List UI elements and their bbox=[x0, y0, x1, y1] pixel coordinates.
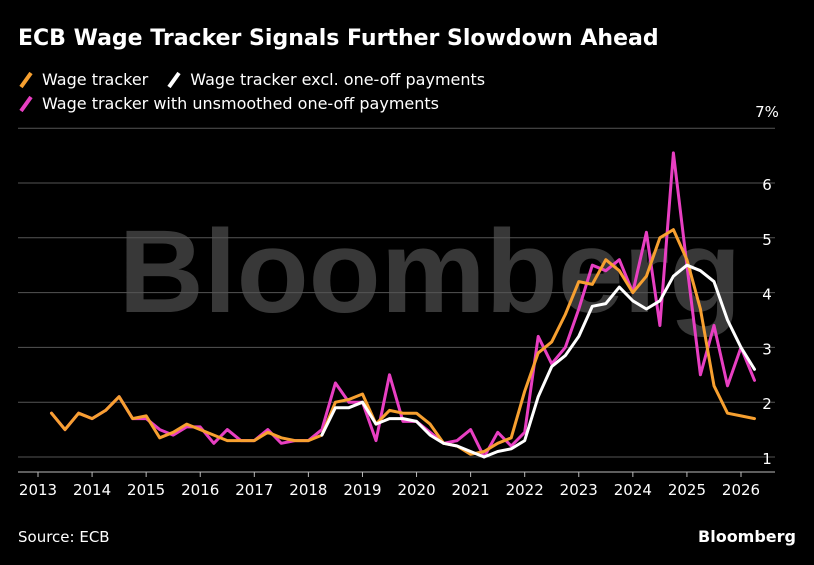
x-tick-label: 2018 bbox=[289, 481, 327, 499]
x-tick-label: 2020 bbox=[397, 481, 435, 499]
legend-item-excl-one-off: Wage tracker excl. one-off payments bbox=[166, 70, 485, 89]
legend-item-wage-tracker: Wage tracker bbox=[18, 70, 148, 89]
legend-label: Wage tracker bbox=[42, 70, 149, 89]
chart-title: ECB Wage Tracker Signals Further Slowdow… bbox=[18, 26, 659, 51]
y-tick-label: 7% bbox=[755, 103, 779, 121]
legend-swatch-white-icon bbox=[167, 71, 181, 88]
x-tick-label: 2026 bbox=[722, 481, 760, 499]
y-tick-label: 2 bbox=[762, 395, 772, 413]
legend-row-1: Wage tracker Wage tracker excl. one-off … bbox=[18, 70, 503, 89]
legend-row-2: Wage tracker with unsmoothed one-off pay… bbox=[18, 94, 457, 113]
x-tick-label: 2019 bbox=[343, 481, 381, 499]
x-tick-label: 2013 bbox=[19, 481, 57, 499]
legend-swatch-magenta-icon bbox=[19, 95, 33, 112]
y-tick-label: 6 bbox=[762, 176, 772, 194]
bloomberg-logo: Bloomberg bbox=[698, 527, 796, 546]
x-tick-label: 2025 bbox=[668, 481, 706, 499]
series-line-2 bbox=[320, 263, 756, 459]
y-tick-label: 1 bbox=[762, 450, 772, 468]
x-tick-label: 2023 bbox=[560, 481, 598, 499]
x-tick-label: 2014 bbox=[73, 481, 111, 499]
legend-swatch-orange-icon bbox=[19, 71, 33, 88]
x-tick-label: 2017 bbox=[235, 481, 273, 499]
legend-item-unsmoothed: Wage tracker with unsmoothed one-off pay… bbox=[18, 94, 439, 113]
series-line-1 bbox=[50, 228, 756, 456]
x-tick-label: 2024 bbox=[614, 481, 652, 499]
legend-label: Wage tracker excl. one-off payments bbox=[190, 70, 486, 89]
x-tick-label: 2022 bbox=[506, 481, 544, 499]
x-tick-label: 2021 bbox=[452, 481, 490, 499]
y-tick-label: 3 bbox=[762, 340, 772, 358]
x-tick-label: 2016 bbox=[181, 481, 219, 499]
x-tick-label: 2015 bbox=[127, 481, 165, 499]
source-note: Source: ECB bbox=[18, 528, 110, 546]
y-tick-label: 5 bbox=[762, 231, 772, 249]
y-tick-label: 4 bbox=[762, 286, 772, 304]
legend-label: Wage tracker with unsmoothed one-off pay… bbox=[42, 94, 440, 113]
